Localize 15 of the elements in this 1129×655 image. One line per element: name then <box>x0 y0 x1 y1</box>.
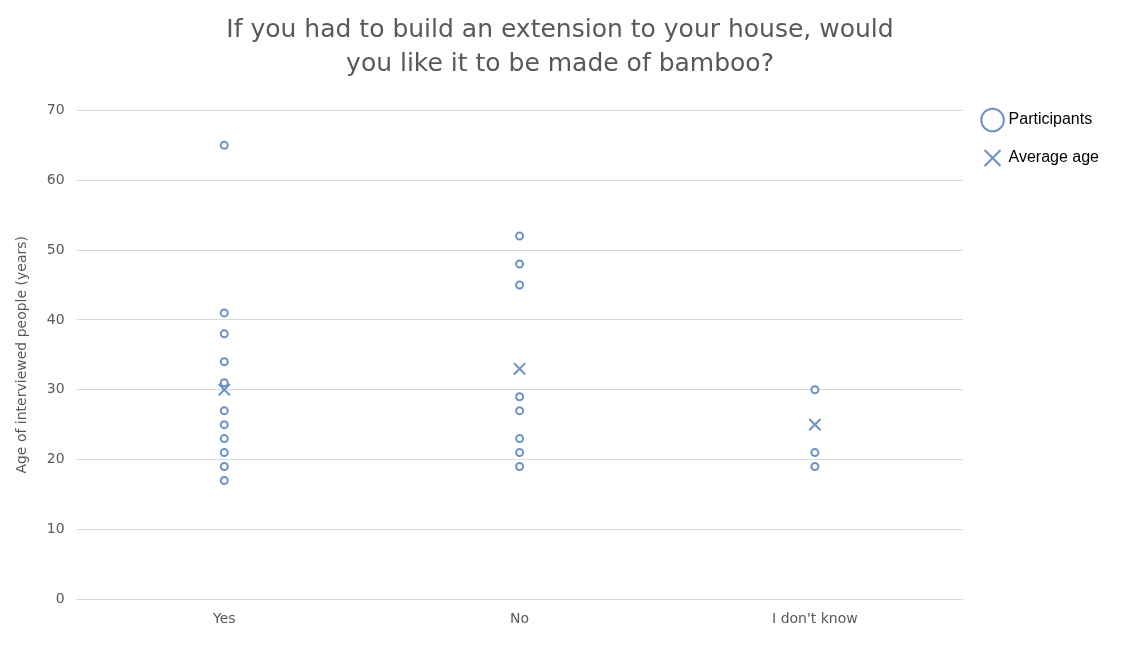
legend-label: Participants <box>1008 110 1093 128</box>
x-tick-label: I don't know <box>772 610 858 627</box>
y-tick-label: 50 <box>46 240 65 257</box>
chart-title: If you had to build an extension to your house, would you like it to be made of bamboo? <box>225 13 895 79</box>
y-tick-label: 20 <box>46 450 65 467</box>
y-tick-label: 30 <box>46 380 65 397</box>
y-tick-label: 0 <box>55 589 65 606</box>
y-tick-label: 40 <box>46 310 65 327</box>
y-tick-label: 70 <box>46 101 65 118</box>
legend-label: Average age <box>1008 148 1100 166</box>
x-tick-label: Yes <box>211 610 236 627</box>
x-tick-label: No <box>510 610 530 627</box>
y-axis-title: Age of interviewed people (years) <box>13 235 30 474</box>
y-tick-label: 60 <box>46 170 65 187</box>
y-tick-label: 10 <box>46 520 65 537</box>
